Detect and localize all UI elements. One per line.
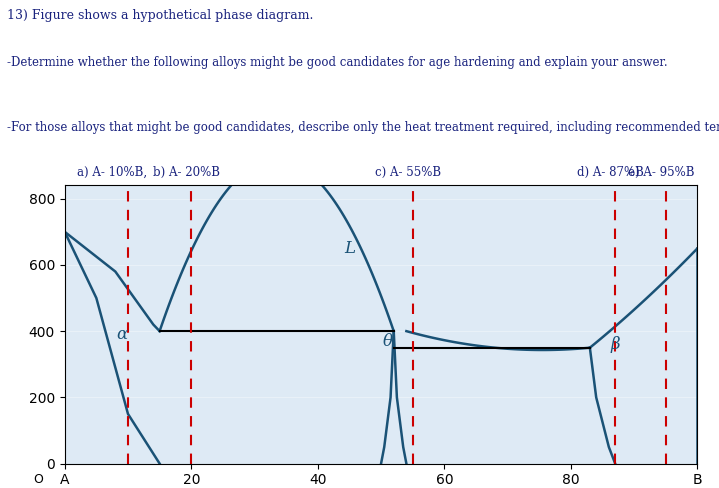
- Text: b) A- 20%B: b) A- 20%B: [153, 165, 220, 179]
- Text: 13) Figure shows a hypothetical phase diagram.: 13) Figure shows a hypothetical phase di…: [7, 9, 313, 22]
- Text: L: L: [344, 240, 355, 257]
- Text: θ: θ: [383, 333, 393, 349]
- Text: c) A- 55%B: c) A- 55%B: [375, 165, 441, 179]
- Text: α: α: [116, 326, 127, 343]
- Text: β: β: [610, 336, 620, 353]
- Text: d) A- 87%B: d) A- 87%B: [577, 165, 644, 179]
- Text: -For those alloys that might be good candidates, describe only the heat treatmen: -For those alloys that might be good can…: [7, 121, 719, 134]
- Text: O: O: [33, 473, 43, 487]
- Text: a) A- 10%B,: a) A- 10%B,: [78, 165, 147, 179]
- Text: e) A- 95%B: e) A- 95%B: [628, 165, 695, 179]
- Text: -Determine whether the following alloys might be good candidates for age hardeni: -Determine whether the following alloys …: [7, 56, 668, 69]
